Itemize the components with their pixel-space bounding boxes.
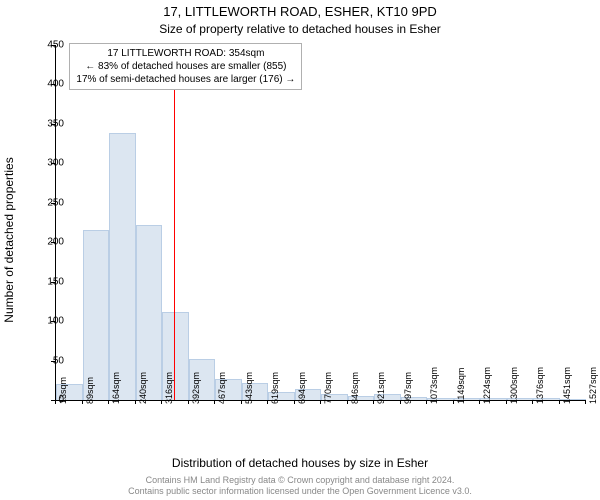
x-tick-mark (108, 400, 109, 404)
chart-subtitle: Size of property relative to detached ho… (0, 22, 600, 36)
callout-line-3: 17% of semi-detached houses are larger (… (76, 73, 295, 86)
x-tick-mark (82, 400, 83, 404)
y-tick-mark (51, 361, 55, 362)
x-tick-mark (479, 400, 480, 404)
x-tick-label: 543sqm (244, 372, 254, 404)
y-tick-mark (51, 282, 55, 283)
x-tick-label: 1224sqm (482, 367, 492, 404)
x-tick-mark (161, 400, 162, 404)
footnote: Contains HM Land Registry data © Crown c… (0, 475, 600, 497)
y-tick-mark (51, 242, 55, 243)
x-tick-label: 240sqm (138, 372, 148, 404)
x-tick-label: 770sqm (323, 372, 333, 404)
x-tick-mark (559, 400, 560, 404)
y-tick-mark (51, 124, 55, 125)
x-tick-mark (347, 400, 348, 404)
x-tick-mark (55, 400, 56, 404)
x-tick-mark (241, 400, 242, 404)
histogram-bar (83, 230, 110, 400)
x-tick-mark (400, 400, 401, 404)
x-tick-label: 1376sqm (535, 367, 545, 404)
x-tick-label: 694sqm (297, 372, 307, 404)
x-tick-mark (267, 400, 268, 404)
x-tick-label: 467sqm (217, 372, 227, 404)
y-tick-mark (51, 203, 55, 204)
x-tick-mark (135, 400, 136, 404)
y-tick-label: 250 (34, 197, 64, 208)
x-tick-label: 1527sqm (588, 367, 598, 404)
x-axis-label: Distribution of detached houses by size … (0, 456, 600, 470)
callout-box: 17 LITTLEWORTH ROAD: 354sqm← 83% of deta… (69, 43, 302, 90)
footnote-line-1: Contains HM Land Registry data © Crown c… (146, 475, 455, 485)
x-tick-mark (188, 400, 189, 404)
chart-container: 17, LITTLEWORTH ROAD, ESHER, KT10 9PD Si… (0, 0, 600, 500)
x-tick-label: 846sqm (350, 372, 360, 404)
histogram-bar (109, 133, 136, 400)
y-tick-label: 100 (34, 316, 64, 327)
x-tick-label: 1300sqm (509, 367, 519, 404)
x-tick-label: 619sqm (270, 372, 280, 404)
x-tick-mark (506, 400, 507, 404)
x-tick-label: 1149sqm (456, 368, 466, 404)
x-tick-label: 13sqm (58, 377, 68, 404)
x-tick-mark (585, 400, 586, 404)
x-tick-mark (426, 400, 427, 404)
y-axis-label: Number of detached properties (2, 75, 16, 240)
x-tick-label: 1073sqm (429, 367, 439, 404)
y-tick-mark (51, 84, 55, 85)
x-tick-label: 921sqm (376, 372, 386, 404)
y-tick-label: 450 (34, 40, 64, 51)
subject-marker-line (174, 77, 175, 400)
y-tick-label: 200 (34, 237, 64, 248)
x-tick-label: 997sqm (403, 372, 413, 404)
y-tick-label: 300 (34, 158, 64, 169)
x-tick-mark (532, 400, 533, 404)
footnote-line-2: Contains public sector information licen… (128, 486, 472, 496)
callout-line-1: 17 LITTLEWORTH ROAD: 354sqm (76, 47, 295, 60)
x-tick-label: 89sqm (85, 377, 95, 404)
y-tick-label: 400 (34, 79, 64, 90)
x-tick-mark (294, 400, 295, 404)
x-tick-mark (214, 400, 215, 404)
y-tick-mark (51, 163, 55, 164)
x-tick-label: 392sqm (191, 372, 201, 404)
x-tick-label: 316sqm (164, 372, 174, 404)
x-tick-mark (320, 400, 321, 404)
x-tick-label: 1451sqm (562, 367, 572, 404)
x-tick-mark (373, 400, 374, 404)
plot-area (55, 45, 586, 401)
y-tick-mark (51, 45, 55, 46)
x-tick-label: 164sqm (111, 372, 121, 404)
chart-title: 17, LITTLEWORTH ROAD, ESHER, KT10 9PD (0, 4, 600, 19)
x-tick-mark (453, 400, 454, 404)
y-tick-label: 150 (34, 276, 64, 287)
y-tick-mark (51, 321, 55, 322)
y-tick-label: 350 (34, 118, 64, 129)
y-tick-label: 50 (34, 355, 64, 366)
callout-line-2: ← 83% of detached houses are smaller (85… (76, 60, 295, 73)
